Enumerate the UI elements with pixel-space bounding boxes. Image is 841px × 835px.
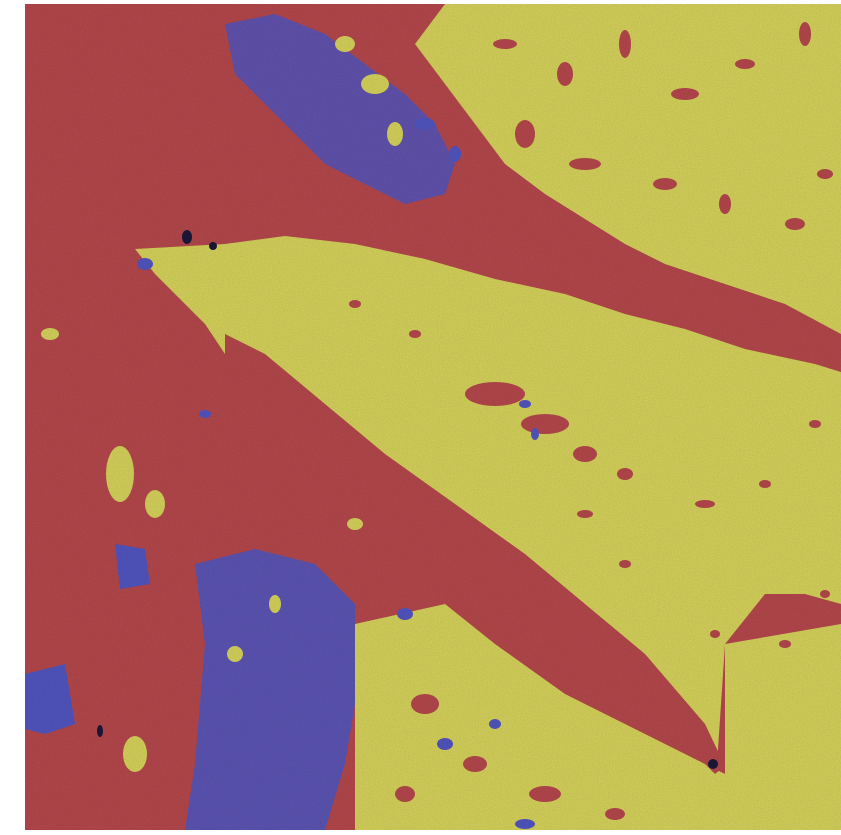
yellow-phase-region <box>135 236 841 764</box>
blue-phase-region <box>115 544 150 589</box>
phase-map-svg <box>25 4 841 830</box>
phase-map-image <box>25 4 841 830</box>
blue-phase-region <box>185 549 355 830</box>
red-phase-region <box>225 334 725 774</box>
defect-spots <box>97 230 718 769</box>
blue-phase-region <box>25 664 75 734</box>
phase-layer-group <box>25 4 841 830</box>
blue-phase-region <box>225 14 455 204</box>
yellow-speckle-group <box>41 36 403 772</box>
yellow-phase-region <box>725 624 841 830</box>
blue-speckle-group <box>137 118 539 829</box>
yellow-phase-region <box>355 604 745 830</box>
red-speckle-group <box>349 22 833 820</box>
yellow-phase-region <box>415 4 841 334</box>
